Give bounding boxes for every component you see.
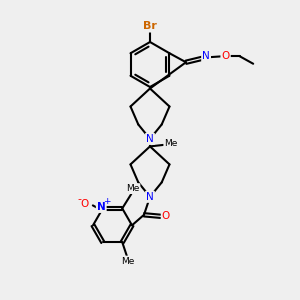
Text: N: N [146,192,154,202]
Text: N: N [97,202,106,212]
Text: O: O [81,199,89,209]
Text: O: O [162,211,170,221]
Text: -: - [78,194,82,204]
Text: N: N [202,51,210,61]
Text: Me: Me [126,184,140,193]
Text: +: + [103,197,110,206]
Text: Me: Me [122,256,135,266]
Text: Br: Br [143,21,157,32]
Text: Me: Me [164,139,178,148]
Text: O: O [221,51,230,61]
Text: N: N [146,134,154,144]
